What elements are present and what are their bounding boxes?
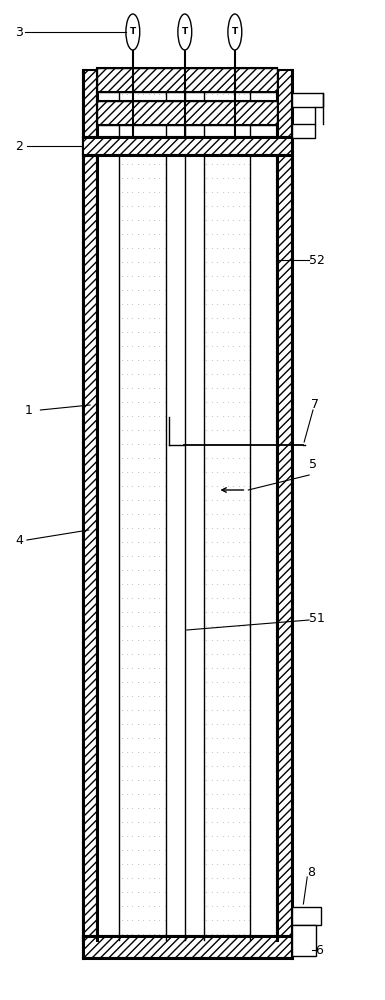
Bar xyxy=(83,137,292,155)
Text: T: T xyxy=(130,27,136,36)
Text: 1: 1 xyxy=(25,403,33,416)
Text: 52: 52 xyxy=(309,253,325,266)
Text: T: T xyxy=(232,27,238,36)
Text: 4: 4 xyxy=(15,534,23,546)
Bar xyxy=(292,925,316,956)
Text: 51: 51 xyxy=(309,611,325,624)
Bar xyxy=(292,907,321,925)
Text: 6: 6 xyxy=(315,944,323,956)
Circle shape xyxy=(178,14,192,50)
Text: 5: 5 xyxy=(309,458,317,472)
Bar xyxy=(277,70,292,940)
Bar xyxy=(97,68,277,92)
Bar xyxy=(83,936,292,958)
Text: 8: 8 xyxy=(307,865,315,879)
Text: 7: 7 xyxy=(311,398,319,411)
Bar xyxy=(292,124,315,138)
Circle shape xyxy=(228,14,242,50)
Bar xyxy=(292,93,323,107)
Bar xyxy=(83,70,97,940)
Bar xyxy=(97,101,277,125)
Text: T: T xyxy=(182,27,188,36)
Circle shape xyxy=(126,14,140,50)
Text: 2: 2 xyxy=(15,139,23,152)
Text: 3: 3 xyxy=(15,25,23,38)
